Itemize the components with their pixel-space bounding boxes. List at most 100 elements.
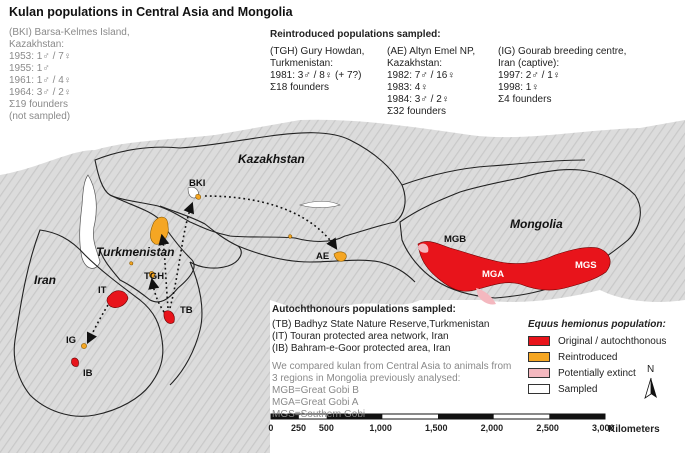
legend-title: Equus hemionus population: [528,319,666,330]
scale-bar-unit: Kilometers [608,424,660,435]
pop-label-mgs: MGS [575,260,597,271]
ae-info-line: 1984: 3♂ / 2♀ [387,94,450,105]
reintroduced-patch-ae [333,251,347,262]
legend-label: Sampled [558,384,598,395]
bki-info-line: 1961: 1♂ / 4♀ [9,75,72,86]
arrow-bki-to-ae [204,195,338,250]
tgh-info-line: 1981: 3♂ / 8♀ (+ 7?) [270,70,362,81]
ig-info-line: Σ4 founders [498,94,552,105]
ig-info-line: 1997: 2♂ / 1♀ [498,70,561,81]
ig-info-line: (IG) Gourab breeding centre, [498,46,627,57]
reintroduced-patch-kz-dot [129,261,134,266]
region-label-turkmenistan: Turkmenistan [96,245,175,259]
scale-bar-tick-label: 500 [318,423,334,433]
autochthonous-info-line: (IB) Bahram-e-Goor protected area, Iran [272,343,451,354]
original-populations [71,241,611,367]
original-patch-it [106,290,129,308]
north-arrow-icon [644,377,657,399]
pop-label-it: IT [98,285,107,296]
mongolia-note-line: MGB=Great Gobi B [272,385,359,396]
translocation-arrows [86,195,338,345]
arrow-it-to-ig [86,304,109,345]
autochthonous-info-line: (TB) Badhyz State Nature Reserve,Turkmen… [272,319,490,330]
legend-swatch-extinct [528,368,550,378]
autochthonous-info-block: (TB) Badhyz State Nature Reserve,Turkmen… [272,319,490,355]
legend-label: Potentially extinct [558,368,636,379]
scale-bar-tick-label: 2,000 [480,423,504,433]
balkhash-lake [298,200,341,208]
scale-bar-tick-label: 0 [268,423,274,433]
reintroduced-patch-tgh [149,271,155,278]
pop-label-ae: AE [316,251,330,262]
pop-label-tb: TB [180,305,193,316]
caspian-sea [79,174,101,269]
original-patch-mongolia [417,241,611,292]
mongolia-note-line: We compared kulan from Central Asia to a… [272,361,512,372]
scale-bar-segment [326,414,383,419]
tgh-info-line: Turkmenistan: [270,58,333,69]
autochthonous-heading: Autochthonours populations sampled: [272,304,456,315]
extinct-populations [418,243,496,305]
original-patch-tb [163,310,175,324]
terrain-land [0,119,685,453]
scale-bar-segment [438,414,494,419]
scale-bar-tick-label: 1,000 [369,423,392,433]
pop-label-ib: IB [83,368,93,379]
ae-info-line: (AE) Altyn Emel NP, [387,46,476,57]
legend-label: Reintroduced [558,352,618,363]
reintroduced-heading: Reintroduced populations sampled: [270,29,441,40]
bki-info-line: 1964: 3♂ / 2♀ [9,87,72,98]
legend-swatch-reintroduced [528,352,550,362]
bki-info-block: (BKI) Barsa-Kelmes Island, Kazakhstan: 1… [9,27,130,123]
ig-info-block: (IG) Gourab breeding centre, Iran (capti… [498,46,626,106]
legend-label: Original / autochthonous [558,336,667,347]
pop-label-bki: BKI [189,178,206,189]
scale-bar-tick-label: 3,000 [592,423,615,433]
scale-bar-tick-label: 1,500 [425,423,448,433]
reintroduced-populations [81,194,347,349]
tgh-info-line: Σ18 founders [270,82,329,93]
extinct-patch-mongolia [476,288,496,305]
legend-swatch-original [528,336,550,346]
arrow-tb-to-turkmen-coast [158,233,170,309]
scale-bar-tick-label: 2,500 [536,423,559,433]
mongolia-note-line: MGS=Southern Gobi [272,409,366,420]
pop-label-tgh: TGH [144,271,165,282]
bki-info-line: (BKI) Barsa-Kelmes Island, [9,27,130,38]
bki-info-line: 1953: 1♂ / 7♀ [9,51,72,62]
region-label-mongolia: Mongolia [510,217,563,231]
bki-info-line: Kazakhstan: [9,39,65,50]
scale-bar-segment [271,414,299,419]
mongolia-note-line: MGA=Great Gobi A [272,397,359,408]
arrow-tb-to-bki [169,201,195,309]
ae-info-line: 1982: 7♂ / 16♀ [387,70,455,81]
scale-bar-tick-label: 250 [291,423,307,433]
autochthonous-info-line: (IT) Touran protected area network, Iran [272,331,449,342]
tgh-info-line: (TGH) Gury Howdan, [270,46,365,57]
mongolia-note-line: 3 regions in Mongolia previously analyse… [272,373,461,384]
reintroduced-patch-ig [81,343,87,349]
tgh-info-block: (TGH) Gury Howdan, Turkmenistan: 1981: 3… [270,46,364,94]
legend-swatch-sampled [528,384,550,394]
reintroduced-patch-kz-small [288,234,293,239]
bki-info-line: 1955: 1♂ [9,63,50,74]
reintroduced-patch-bki [195,194,201,200]
ig-info-line: Iran (captive): [498,58,560,69]
pop-label-mgb: MGB [444,234,467,245]
ig-info-line: 1998: 1♀ [498,82,539,93]
original-patch-ib [71,357,79,367]
extinct-patch-kazakh [418,243,429,253]
ae-info-line: Kazakhstan: [387,58,443,69]
ae-info-line: Σ32 founders [387,106,446,117]
scale-bar-segment [549,414,605,419]
pop-label-mga: MGA [482,269,505,280]
pop-label-ig: IG [66,335,77,346]
bki-info-line: Σ19 founders [9,99,68,110]
scale-bar [270,413,606,420]
mongolia-note-block: We compared kulan from Central Asia to a… [272,361,511,421]
ae-info-line: 1983: 4♀ [387,82,428,93]
bki-info-line: (not sampled) [9,111,71,122]
region-label-kazakhstan: Kazakhstan [238,152,305,166]
